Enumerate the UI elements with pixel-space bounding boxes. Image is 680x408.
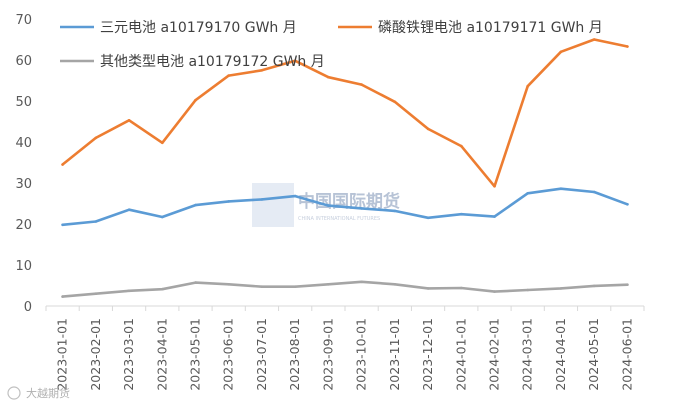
series-line-other [61,280,629,298]
data-point [360,207,363,210]
x-tick-label: 2023-02-01 [88,318,103,391]
data-point [293,59,297,63]
x-tick-label: 2023-01-01 [55,318,70,391]
data-point [592,284,596,288]
data-point [260,198,264,201]
x-tick-label: 2023-03-01 [121,318,136,391]
data-point [260,69,264,72]
data-point [393,283,397,286]
data-point [61,223,64,227]
data-point [526,288,529,292]
axes: 0 10 20 30 40 50 60 70 2023-01-01 2023-02-01 2023-… [15,13,645,391]
series-line-lfp [61,38,629,188]
data-point [194,203,197,207]
x-tick-label: 2023-07-01 [254,318,269,391]
data-point [127,289,131,293]
x-tick-label: 2023-06-01 [221,318,236,391]
y-tick-label: 20 [15,218,32,233]
series-layer [61,38,629,298]
data-point [493,185,496,188]
data-point [127,119,131,122]
x-tick-label: 2024-05-01 [586,318,601,391]
data-point [626,283,629,287]
y-tick-label: 50 [15,95,32,110]
x-tick-label: 2024-01-01 [453,318,468,391]
legend: 三元电池 a10179170 GWh 月 磷酸铁锂电池 a10179171 GWh… [60,20,603,70]
watermark-subtitle: CHINA INTERNATIONAL FUTURES [298,216,380,222]
data-point [260,285,264,289]
data-point [626,203,629,206]
data-point [94,136,98,140]
data-point [61,163,64,166]
data-point [460,286,463,290]
data-point [559,287,563,290]
watermark-title: 中国国际期货 [298,191,400,212]
data-point [161,215,164,219]
x-tick-label: 2024-06-01 [619,318,634,391]
data-point [94,292,98,296]
corner-mark-text: 大越期货 [26,386,70,400]
data-point [626,45,629,48]
data-point [493,215,496,218]
data-point [460,144,463,148]
x-tick-label: 2023-12-01 [420,318,435,391]
watermark: 中国国际期货 CHINA INTERNATIONAL FUTURES [252,183,400,227]
y-tick-label: 30 [15,177,32,192]
data-point [592,38,596,41]
data-point [592,190,596,194]
y-tick-label: 10 [15,259,32,274]
x-tick-label: 2024-02-01 [487,318,502,391]
data-point [94,220,98,223]
x-tick-label: 2023-08-01 [287,318,302,391]
data-point [127,208,131,211]
data-point [61,295,64,298]
data-point [559,187,563,190]
x-tick-label: 2023-04-01 [154,318,169,391]
data-point [293,285,297,289]
data-point [526,84,529,88]
data-point [194,281,197,284]
data-point [327,204,330,207]
x-tick-label: 2023-05-01 [188,318,203,391]
legend-label: 磷酸铁锂电池 a10179171 GWh 月 [378,20,603,36]
y-tick-label: 70 [15,13,32,28]
watermark-logo-block [252,183,294,227]
data-point [327,75,330,79]
data-point [293,194,297,198]
data-point [393,100,397,104]
data-point [393,209,397,213]
data-point [227,283,230,286]
legend-label: 三元电池 a10179170 GWh 月 [100,20,297,36]
data-point [327,283,330,286]
series-line-ternary [61,187,629,227]
x-tick-label: 2024-03-01 [520,318,535,391]
data-point [493,290,496,293]
legend-label: 其他类型电池 a10179172 GWh 月 [100,54,325,70]
corner-mark: 大越期货 [7,386,70,400]
data-point [460,212,463,216]
data-point [426,216,430,220]
x-tick-label: 2023-10-01 [354,318,369,391]
data-point [161,287,164,291]
data-point [194,98,197,102]
corner-logo-icon [7,386,21,400]
data-point [360,83,363,86]
data-point [227,200,230,203]
data-point [227,74,230,77]
x-tick-label: 2024-04-01 [553,318,568,391]
data-point [161,141,164,145]
data-point [426,287,430,290]
y-tick-label: 60 [15,54,32,69]
data-point [559,50,563,54]
data-point [526,192,529,195]
data-point [360,280,363,284]
x-tick-label: 2023-11-01 [387,318,402,391]
data-point [426,127,430,131]
y-tick-label: 40 [15,136,32,151]
x-tick-label: 2023-09-01 [320,318,335,391]
y-tick-label: 0 [24,300,32,315]
